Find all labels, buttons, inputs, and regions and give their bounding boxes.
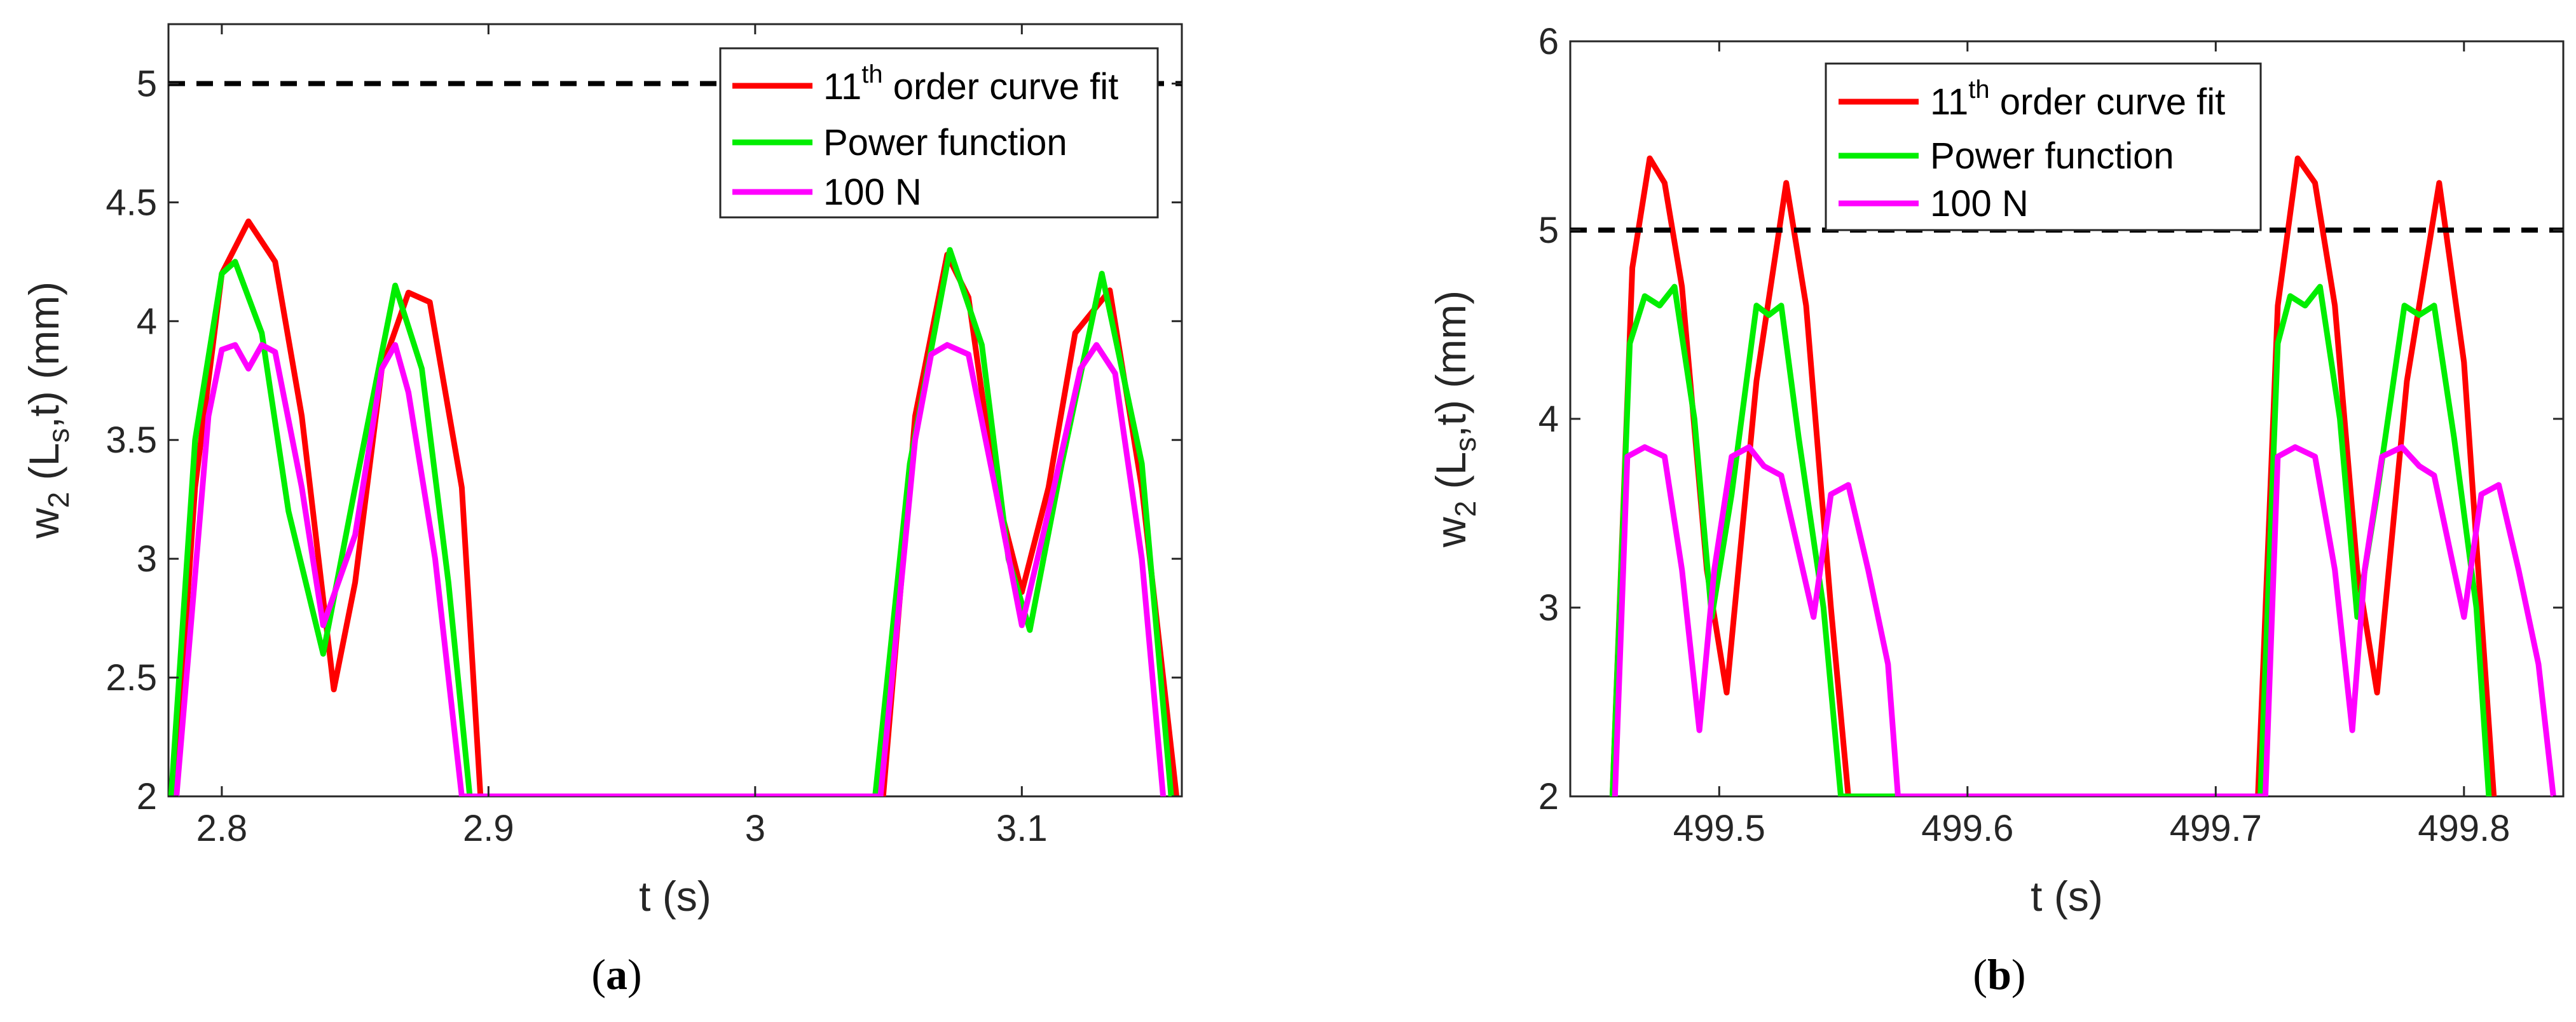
y-ticks: 2 3 4 5 6 — [1538, 21, 2563, 817]
x-tick-label: 499.7 — [2170, 808, 2262, 849]
y-axis-label: w2 (Ls,t) (mm) — [1427, 290, 1482, 548]
x-axis-label: t (s) — [639, 873, 711, 920]
y-tick-label: 3 — [1538, 587, 1559, 629]
chart-panel-a: 2.8 2.9 3 3.1 2 2.5 3 3.5 4 4.5 5 t (s) w2 (Ls,t)… — [20, 23, 1183, 998]
y-tick-label: 3 — [137, 538, 157, 580]
series-line-power-function — [168, 247, 1174, 796]
x-tick-label: 499.8 — [2418, 808, 2510, 849]
panel-label-b: (b) — [1973, 950, 2025, 998]
y-tick-label: 2.5 — [106, 657, 157, 698]
y-axis-label: w2 (Ls,t) (mm) — [20, 282, 75, 539]
x-ticks: 499.5 499.6 499.7 499.8 — [1673, 41, 2510, 849]
y-tick-label: 2 — [1538, 776, 1559, 817]
series-line-100-n — [1612, 444, 2556, 796]
series-layer — [1609, 155, 2556, 796]
x-tick-label: 499.6 — [1921, 808, 2013, 849]
y-tick-label: 3.5 — [106, 419, 157, 461]
legend-label-power-function: Power function — [823, 122, 1067, 163]
y-ticks: 2 2.5 3 3.5 4 4.5 5 — [106, 63, 1182, 817]
y-tick-label: 2 — [137, 776, 157, 817]
y-tick-label: 5 — [137, 63, 157, 104]
x-tick-label: 3 — [745, 808, 765, 849]
chart-panel-b: 499.5 499.6 499.7 499.8 2 3 4 5 6 t (s) w2 (Ls,… — [1427, 21, 2565, 998]
x-ticks: 2.8 2.9 3 3.1 — [196, 24, 1048, 849]
x-tick-label: 499.5 — [1673, 808, 1765, 849]
y-tick-label: 5 — [1538, 210, 1559, 251]
legend-label-curve-fit: 11th order curve fit — [1930, 76, 2225, 123]
legend-label-power-function: Power function — [1930, 135, 2174, 177]
y-tick-label: 4.5 — [106, 182, 157, 223]
series-layer — [168, 218, 1180, 796]
y-tick-label: 4 — [1538, 399, 1559, 440]
legend-label-100n: 100 N — [823, 172, 922, 213]
series-line-100-n — [174, 342, 1167, 796]
panel-label-a: (a) — [591, 950, 641, 998]
x-tick-label: 2.8 — [196, 808, 248, 849]
series-line-power-function — [1609, 283, 2492, 796]
y-tick-label: 6 — [1538, 21, 1559, 62]
legend-label-100n: 100 N — [1930, 183, 2029, 224]
y-tick-label: 4 — [137, 301, 157, 342]
legend-label-curve-fit: 11th order curve fit — [823, 60, 1118, 107]
x-tick-label: 3.1 — [996, 808, 1048, 849]
x-axis-label: t (s) — [2031, 873, 2103, 920]
legend: 11th order curve fit Power function 100 … — [719, 47, 1159, 219]
x-tick-label: 2.9 — [463, 808, 514, 849]
series-line-11th-order-curve-fit — [1609, 155, 2497, 796]
legend: 11th order curve fit Power function 100 … — [1825, 62, 2262, 231]
series-line-11th-order-curve-fit — [170, 218, 1180, 796]
